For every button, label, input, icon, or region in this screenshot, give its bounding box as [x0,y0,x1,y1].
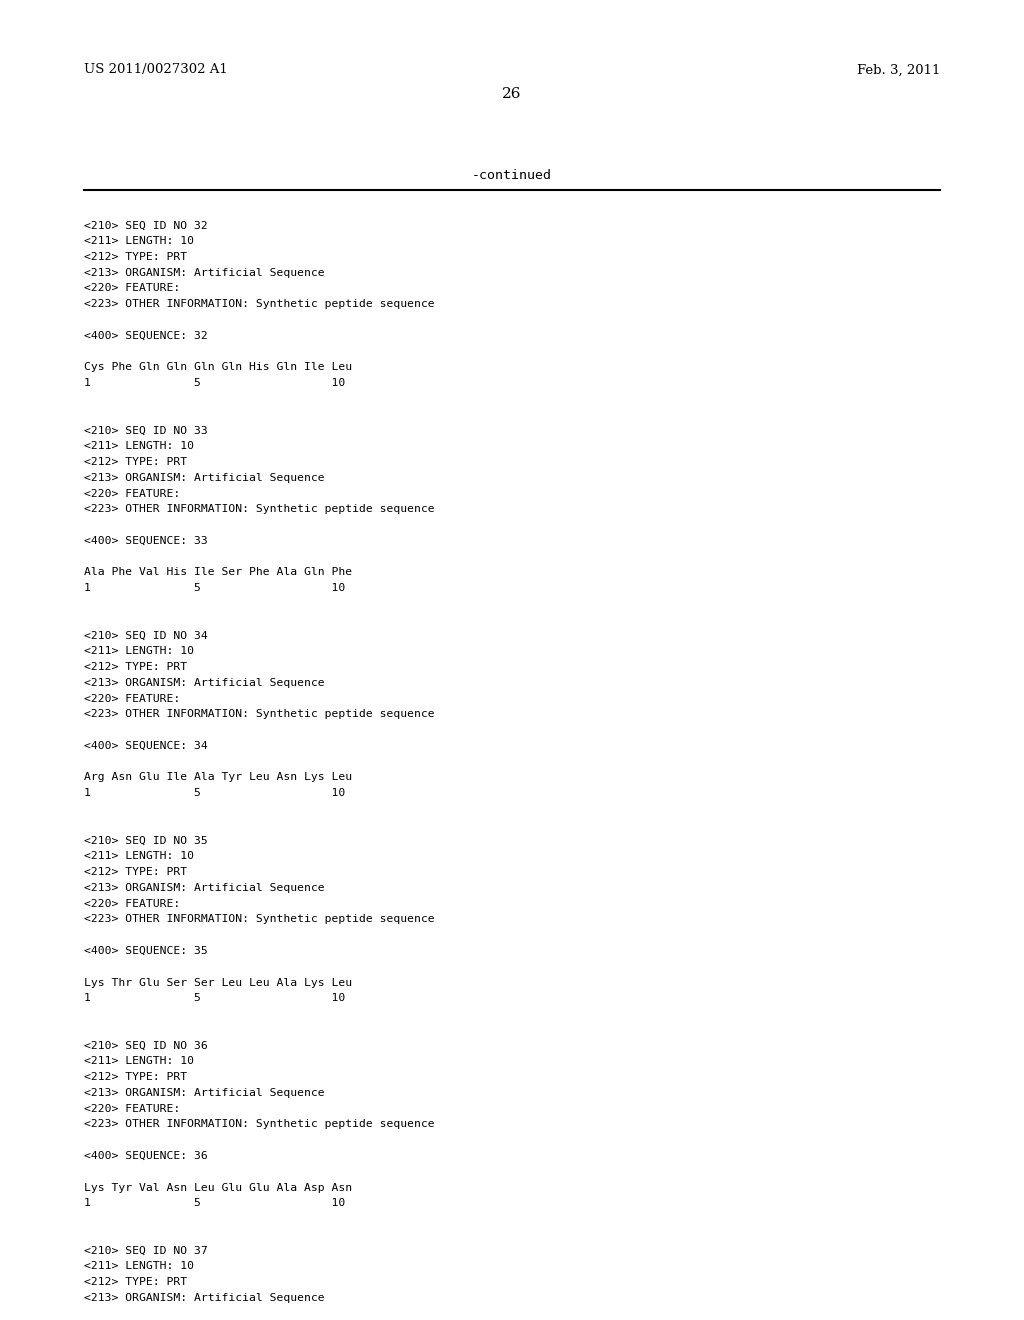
Text: Feb. 3, 2011: Feb. 3, 2011 [857,63,940,77]
Text: <211> LENGTH: 10: <211> LENGTH: 10 [84,441,194,451]
Text: <220> FEATURE:: <220> FEATURE: [84,693,180,704]
Text: Lys Thr Glu Ser Ser Leu Leu Ala Lys Leu: Lys Thr Glu Ser Ser Leu Leu Ala Lys Leu [84,978,352,987]
Text: <212> TYPE: PRT: <212> TYPE: PRT [84,1278,187,1287]
Text: <400> SEQUENCE: 36: <400> SEQUENCE: 36 [84,1151,208,1162]
Text: 1               5                   10: 1 5 10 [84,788,345,799]
Text: 26: 26 [502,87,522,102]
Text: <211> LENGTH: 10: <211> LENGTH: 10 [84,1262,194,1271]
Text: -continued: -continued [472,169,552,182]
Text: US 2011/0027302 A1: US 2011/0027302 A1 [84,63,227,77]
Text: <210> SEQ ID NO 37: <210> SEQ ID NO 37 [84,1246,208,1255]
Text: <212> TYPE: PRT: <212> TYPE: PRT [84,867,187,876]
Text: <223> OTHER INFORMATION: Synthetic peptide sequence: <223> OTHER INFORMATION: Synthetic pepti… [84,300,434,309]
Text: <210> SEQ ID NO 32: <210> SEQ ID NO 32 [84,220,208,231]
Text: <400> SEQUENCE: 33: <400> SEQUENCE: 33 [84,536,208,546]
Text: <210> SEQ ID NO 36: <210> SEQ ID NO 36 [84,1040,208,1051]
Text: Cys Phe Gln Gln Gln Gln His Gln Ile Leu: Cys Phe Gln Gln Gln Gln His Gln Ile Leu [84,363,352,372]
Text: 1               5                   10: 1 5 10 [84,994,345,1003]
Text: <211> LENGTH: 10: <211> LENGTH: 10 [84,851,194,862]
Text: <213> ORGANISM: Artificial Sequence: <213> ORGANISM: Artificial Sequence [84,473,325,483]
Text: <220> FEATURE:: <220> FEATURE: [84,488,180,499]
Text: <220> FEATURE:: <220> FEATURE: [84,899,180,908]
Text: <211> LENGTH: 10: <211> LENGTH: 10 [84,1056,194,1067]
Text: <213> ORGANISM: Artificial Sequence: <213> ORGANISM: Artificial Sequence [84,1088,325,1098]
Text: <210> SEQ ID NO 35: <210> SEQ ID NO 35 [84,836,208,846]
Text: <213> ORGANISM: Artificial Sequence: <213> ORGANISM: Artificial Sequence [84,678,325,688]
Text: <213> ORGANISM: Artificial Sequence: <213> ORGANISM: Artificial Sequence [84,883,325,892]
Text: <211> LENGTH: 10: <211> LENGTH: 10 [84,647,194,656]
Text: <211> LENGTH: 10: <211> LENGTH: 10 [84,236,194,246]
Text: <212> TYPE: PRT: <212> TYPE: PRT [84,252,187,261]
Text: 1               5                   10: 1 5 10 [84,378,345,388]
Text: <223> OTHER INFORMATION: Synthetic peptide sequence: <223> OTHER INFORMATION: Synthetic pepti… [84,915,434,924]
Text: Arg Asn Glu Ile Ala Tyr Leu Asn Lys Leu: Arg Asn Glu Ile Ala Tyr Leu Asn Lys Leu [84,772,352,783]
Text: <212> TYPE: PRT: <212> TYPE: PRT [84,1072,187,1082]
Text: <400> SEQUENCE: 32: <400> SEQUENCE: 32 [84,331,208,341]
Text: Ala Phe Val His Ile Ser Phe Ala Gln Phe: Ala Phe Val His Ile Ser Phe Ala Gln Phe [84,568,352,577]
Text: <210> SEQ ID NO 33: <210> SEQ ID NO 33 [84,425,208,436]
Text: 1               5                   10: 1 5 10 [84,583,345,593]
Text: <223> OTHER INFORMATION: Synthetic peptide sequence: <223> OTHER INFORMATION: Synthetic pepti… [84,1119,434,1130]
Text: <400> SEQUENCE: 34: <400> SEQUENCE: 34 [84,741,208,751]
Text: 1               5                   10: 1 5 10 [84,1199,345,1208]
Text: Lys Tyr Val Asn Leu Glu Glu Ala Asp Asn: Lys Tyr Val Asn Leu Glu Glu Ala Asp Asn [84,1183,352,1192]
Text: <212> TYPE: PRT: <212> TYPE: PRT [84,663,187,672]
Text: <220> FEATURE:: <220> FEATURE: [84,284,180,293]
Text: <223> OTHER INFORMATION: Synthetic peptide sequence: <223> OTHER INFORMATION: Synthetic pepti… [84,709,434,719]
Text: <213> ORGANISM: Artificial Sequence: <213> ORGANISM: Artificial Sequence [84,268,325,277]
Text: <400> SEQUENCE: 35: <400> SEQUENCE: 35 [84,946,208,956]
Text: <210> SEQ ID NO 34: <210> SEQ ID NO 34 [84,631,208,640]
Text: <220> FEATURE:: <220> FEATURE: [84,1104,180,1114]
Text: <213> ORGANISM: Artificial Sequence: <213> ORGANISM: Artificial Sequence [84,1294,325,1303]
Text: <223> OTHER INFORMATION: Synthetic peptide sequence: <223> OTHER INFORMATION: Synthetic pepti… [84,504,434,515]
Text: <212> TYPE: PRT: <212> TYPE: PRT [84,457,187,467]
